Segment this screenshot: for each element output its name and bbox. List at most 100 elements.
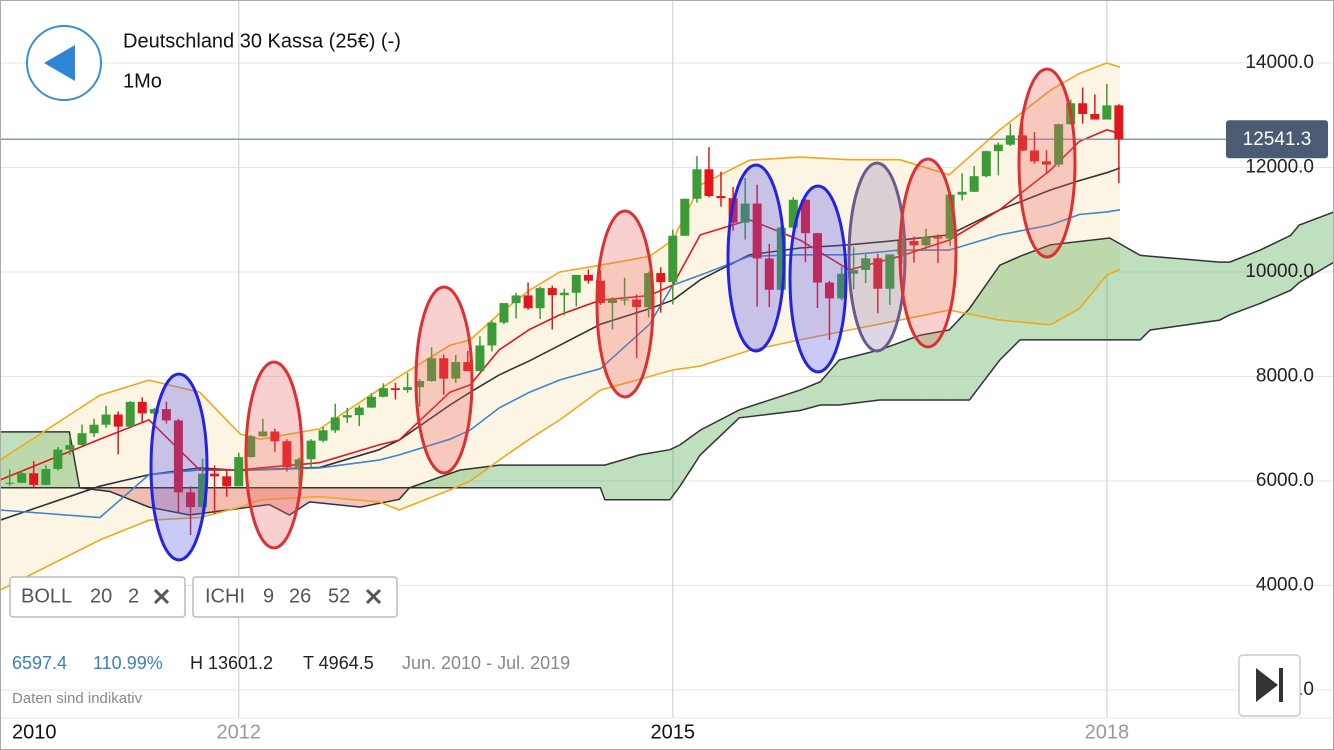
candle-body — [65, 445, 75, 450]
y-tick-label: 12000.0 — [1245, 157, 1314, 178]
candle-body — [29, 473, 39, 485]
chip-box[interactable] — [9, 576, 186, 618]
candle-body — [342, 415, 352, 418]
chip-close[interactable] — [153, 588, 170, 605]
candle-body — [378, 388, 388, 397]
cloud-fill — [820, 360, 840, 405]
candle-body — [692, 169, 702, 199]
annotation-ellipse — [244, 360, 304, 550]
candle-body — [234, 457, 244, 487]
candle-body — [776, 227, 786, 290]
candle-body — [415, 380, 425, 388]
candle-body — [1090, 114, 1100, 120]
candle-body — [993, 144, 1003, 152]
candle-body — [1102, 105, 1112, 120]
annotation-ellipse — [726, 163, 786, 353]
candle-body — [933, 237, 943, 239]
skip-end-icon[interactable] — [1256, 668, 1278, 702]
candle-body — [318, 430, 328, 441]
candle-body — [885, 254, 895, 289]
annotation-ellipse — [1017, 67, 1077, 259]
candle-body — [1005, 135, 1015, 145]
candle-body — [607, 299, 617, 303]
candle-body — [173, 420, 183, 493]
back-icon[interactable] — [44, 45, 75, 81]
cloud-fill — [1020, 244, 1051, 340]
candle-body — [294, 459, 304, 468]
cloud-fill — [1260, 235, 1291, 304]
candle-body — [511, 295, 521, 304]
annotation-ellipse — [149, 372, 209, 562]
cloud-line — [0, 261, 1334, 501]
candle-body — [547, 288, 557, 296]
candle-body — [969, 176, 979, 192]
stat-low: T 4964.5 — [303, 653, 374, 673]
cloud-fill — [1290, 224, 1300, 291]
cloud-fill — [109, 487, 150, 508]
disclaimer: Daten sind indikativ — [12, 690, 143, 707]
candle-body — [788, 199, 798, 228]
candle-body — [258, 431, 268, 437]
y-tick-label: 8000.0 — [1256, 366, 1314, 387]
candle-body — [595, 280, 605, 303]
candle-body — [5, 482, 15, 484]
cloud-fill — [360, 487, 400, 508]
chip-name: BOLL — [21, 585, 72, 607]
candle-body — [981, 151, 991, 177]
candle-body — [246, 436, 256, 458]
stat-range: Jun. 2010 - Jul. 2019 — [402, 653, 570, 673]
candle-body — [1042, 161, 1052, 165]
candle-body — [620, 299, 630, 301]
last-price-tag — [1226, 120, 1328, 159]
candle-body — [656, 273, 666, 283]
candle-body — [824, 282, 834, 299]
candle-body — [523, 295, 533, 309]
cloud-fill — [1219, 262, 1230, 321]
skip-end-button[interactable] — [1238, 654, 1301, 717]
back-button[interactable] — [26, 25, 102, 101]
candle-body — [77, 433, 87, 446]
candle-body — [463, 362, 473, 372]
cloud-fill — [839, 349, 880, 405]
x-tick-label: 2012 — [216, 721, 261, 743]
axis-labels: 2000.04000.06000.08000.010000.012000.014… — [0, 52, 1334, 749]
candle-body — [1054, 124, 1064, 165]
candle-body — [390, 388, 400, 391]
candle-body — [680, 198, 690, 236]
cloud-fill — [1150, 256, 1220, 331]
candle-body — [644, 273, 654, 308]
cloud-fill — [1050, 238, 1110, 340]
candle-body — [668, 235, 678, 283]
candle-body — [17, 473, 27, 483]
skip-end-icon[interactable] — [1279, 668, 1283, 702]
x-tick-label: 2010 — [12, 721, 57, 743]
cloud-fill — [680, 430, 701, 487]
candle-body — [439, 358, 449, 379]
candle-body — [873, 258, 883, 289]
candle-body — [1017, 135, 1027, 151]
candle-body — [403, 387, 413, 391]
candle-body — [137, 401, 147, 414]
stat-high: H 13601.2 — [190, 653, 273, 673]
candle-body — [861, 258, 871, 270]
annotation-ellipse — [595, 209, 655, 399]
cloud-line — [0, 211, 1334, 516]
x-tick-bg — [4, 719, 70, 749]
indicator-chip[interactable]: BOLL 20 2 — [9, 576, 186, 618]
candle-body — [161, 409, 171, 421]
cloud-fill — [499, 465, 601, 488]
chip-box[interactable] — [192, 576, 398, 618]
cloud-fill — [1109, 238, 1141, 340]
stat-change-pct: 110.99% — [93, 653, 163, 673]
candle-body — [354, 407, 364, 416]
x-tick-bg — [638, 719, 705, 749]
x-tick-label: 2015 — [651, 721, 696, 743]
candle-body — [427, 358, 437, 381]
annotation-ellipse — [847, 161, 907, 353]
candle-body — [1114, 105, 1124, 140]
chip-close[interactable] — [365, 588, 382, 605]
candle-body — [330, 417, 340, 431]
cloud-fill — [639, 449, 670, 500]
indicator-chip[interactable]: ICHI 9 26 52 — [192, 576, 398, 618]
cloud-fill — [949, 308, 970, 401]
